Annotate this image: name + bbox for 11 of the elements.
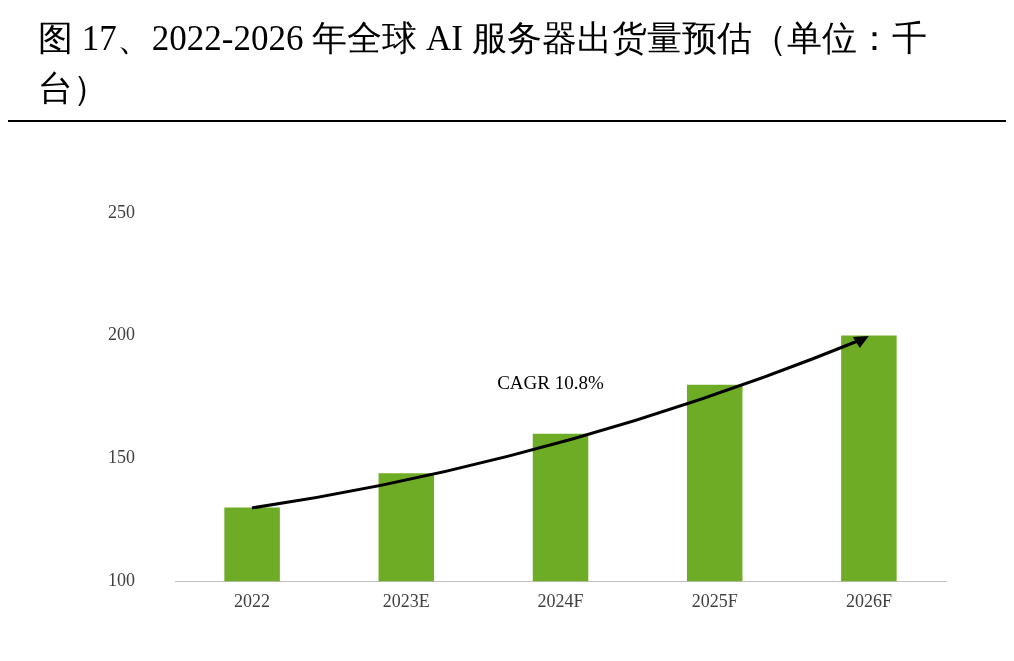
x-tick-label: 2023E <box>382 590 430 611</box>
y-tick-label: 200 <box>108 324 135 345</box>
y-tick-label: 150 <box>108 447 135 468</box>
chart-title: 图 17、2022-2026 年全球 AI 服务器出货量预估（单位：千台） <box>8 8 1006 122</box>
y-tick-label: 100 <box>108 569 135 590</box>
x-tick-label: 2026F <box>845 590 892 611</box>
x-tick-label: 2024F <box>537 590 584 611</box>
annotation: CAGR 10.8% <box>496 371 605 394</box>
y-tick-label: 250 <box>108 201 135 222</box>
x-tick-label: 2022 <box>234 590 271 611</box>
x-tick-label: 2025F <box>691 590 738 611</box>
